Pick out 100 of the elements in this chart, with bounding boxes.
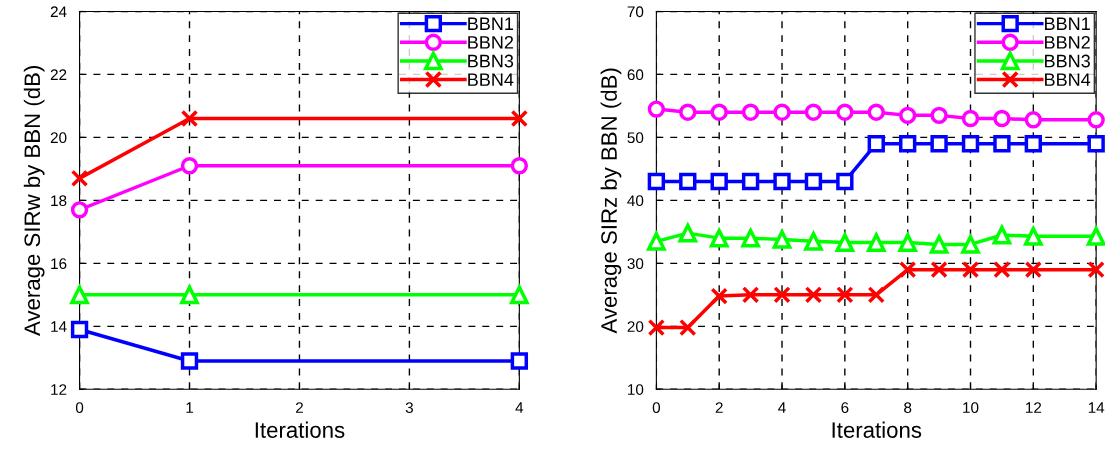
legend-label: BBN1	[1045, 17, 1090, 30]
point	[510, 352, 529, 370]
point	[772, 230, 792, 249]
point	[647, 318, 666, 337]
point	[180, 109, 199, 128]
x-tick-label: 0	[652, 402, 661, 414]
point	[677, 221, 699, 243]
x-tick-label: 2	[715, 402, 723, 413]
legend-label: BBN2	[1045, 35, 1090, 49]
point	[70, 320, 89, 339]
x-axis-title: Iterations	[832, 421, 922, 438]
point	[993, 260, 1011, 279]
point	[804, 103, 823, 121]
point	[510, 157, 529, 175]
point	[70, 169, 89, 188]
point	[866, 233, 886, 252]
point	[773, 286, 791, 304]
x-tick-label: 1	[186, 402, 194, 413]
point	[1024, 111, 1043, 129]
point	[741, 103, 760, 121]
point	[741, 286, 760, 304]
point	[898, 233, 918, 252]
y-tick-label: 24	[50, 6, 67, 17]
point	[804, 286, 823, 304]
point	[679, 318, 697, 337]
y-tick-label: 12	[51, 384, 67, 395]
point	[836, 286, 854, 304]
x-tick-label: 8	[904, 402, 912, 414]
point	[867, 103, 885, 121]
point	[180, 285, 199, 305]
x-tick-label: 2	[295, 402, 303, 413]
point	[961, 260, 980, 279]
point	[509, 285, 529, 305]
point	[647, 172, 666, 191]
legend-label: BBN3	[1045, 54, 1090, 68]
y-axis-title: Average SIRw by BBN (dB)	[23, 66, 45, 336]
y-tick-label: 50	[627, 132, 644, 144]
point	[961, 235, 980, 254]
point	[993, 109, 1011, 128]
point	[773, 172, 791, 191]
point	[1024, 260, 1043, 279]
point	[510, 109, 529, 128]
y-tick-label: 20	[50, 132, 67, 144]
x-tick-label: 0	[75, 402, 84, 414]
y-tick-label: 40	[627, 195, 644, 207]
x-tick-label: 3	[405, 402, 413, 414]
point	[679, 172, 697, 191]
point	[836, 172, 854, 191]
legend-label: BBN3	[468, 54, 514, 68]
point	[740, 226, 761, 248]
y-tick-label: 14	[51, 321, 67, 332]
x-tick-label: 4	[515, 402, 524, 413]
y-tick-label: 18	[51, 195, 67, 207]
point	[898, 135, 917, 153]
point	[70, 285, 89, 305]
legend-label: BBN4	[1045, 73, 1091, 86]
y-tick-label: 60	[627, 69, 644, 81]
point	[991, 223, 1013, 245]
point	[646, 229, 667, 251]
point	[1086, 226, 1105, 246]
point	[835, 233, 855, 252]
point	[930, 135, 948, 153]
point	[1087, 260, 1105, 279]
x-tick-label: 12	[1026, 402, 1042, 413]
point	[836, 103, 854, 121]
point	[1024, 135, 1043, 153]
x-tick-label: 10	[963, 402, 979, 414]
y-tick-label: 30	[627, 258, 644, 270]
y-tick-label: 16	[51, 258, 67, 270]
point	[961, 109, 980, 128]
x-tick-label: 14	[1088, 402, 1105, 413]
point	[898, 260, 917, 279]
point	[180, 157, 199, 175]
point	[710, 172, 728, 191]
point	[929, 235, 949, 254]
legend-label: BBN2	[468, 35, 514, 49]
point	[898, 106, 917, 125]
x-axis-title: Iterations	[255, 421, 345, 438]
legend-label: BBN4	[468, 73, 514, 86]
point	[180, 352, 199, 370]
y-tick-label: 10	[628, 384, 644, 395]
x-tick-label: 4	[778, 402, 786, 413]
point	[930, 260, 948, 279]
point	[708, 226, 730, 248]
point	[993, 135, 1011, 153]
point	[961, 135, 980, 153]
y-tick-label: 20	[627, 321, 644, 333]
point	[1087, 135, 1105, 153]
point	[1087, 111, 1105, 129]
point	[679, 103, 697, 121]
point	[1023, 224, 1044, 246]
point	[803, 229, 824, 251]
y-tick-label: 22	[50, 69, 67, 80]
point	[741, 172, 760, 191]
point	[930, 106, 948, 125]
point	[867, 135, 885, 153]
point	[773, 103, 791, 121]
point	[70, 201, 89, 219]
point	[867, 286, 885, 304]
y-tick-label: 70	[627, 6, 644, 18]
